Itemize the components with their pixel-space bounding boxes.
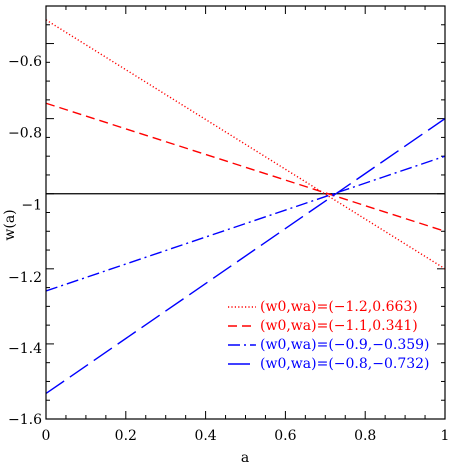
y-axis-label: w(a) bbox=[2, 209, 18, 240]
legend-label: (w0,wa)=(−1.2,0.663) bbox=[260, 299, 418, 315]
x-tick-label: 0.2 bbox=[115, 428, 137, 444]
series-line bbox=[45, 19, 446, 270]
y-tick-label: −1.6 bbox=[8, 412, 42, 428]
plot-frame bbox=[45, 5, 446, 420]
y-tick-label: −1 bbox=[21, 198, 42, 214]
legend-label: (w0,wa)=(−0.8,−0.732) bbox=[260, 356, 430, 372]
series-line bbox=[45, 118, 446, 395]
legend: (w0,wa)=(−1.2,0.663) (w0,wa)=(−1.1,0.341)… bbox=[228, 299, 430, 372]
series-line bbox=[45, 102, 446, 232]
legend-label: (w0,wa)=(−0.9,−0.359) bbox=[260, 337, 430, 353]
y-tick-label: −1.4 bbox=[8, 341, 42, 357]
y-tick-label: −1.2 bbox=[8, 270, 42, 286]
series-line bbox=[45, 155, 446, 292]
x-tick-label: 1 bbox=[441, 428, 450, 444]
axis-ticks bbox=[45, 5, 446, 420]
x-tick-label: 0 bbox=[42, 428, 51, 444]
x-tick-label: 0.4 bbox=[194, 428, 216, 444]
legend-label: (w0,wa)=(−1.1,0.341) bbox=[260, 318, 418, 334]
x-tick-label: 0.6 bbox=[274, 428, 296, 444]
series-lines bbox=[45, 19, 446, 395]
x-axis-label: a bbox=[241, 450, 249, 466]
y-tick-label: −0.8 bbox=[8, 125, 42, 141]
y-tick-label: −0.6 bbox=[8, 54, 42, 70]
x-tick-label: 0.8 bbox=[354, 428, 376, 444]
